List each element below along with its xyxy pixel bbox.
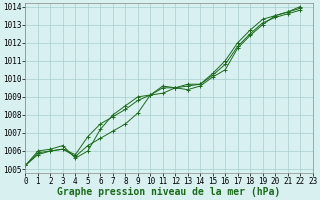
X-axis label: Graphe pression niveau de la mer (hPa): Graphe pression niveau de la mer (hPa) (57, 187, 281, 197)
